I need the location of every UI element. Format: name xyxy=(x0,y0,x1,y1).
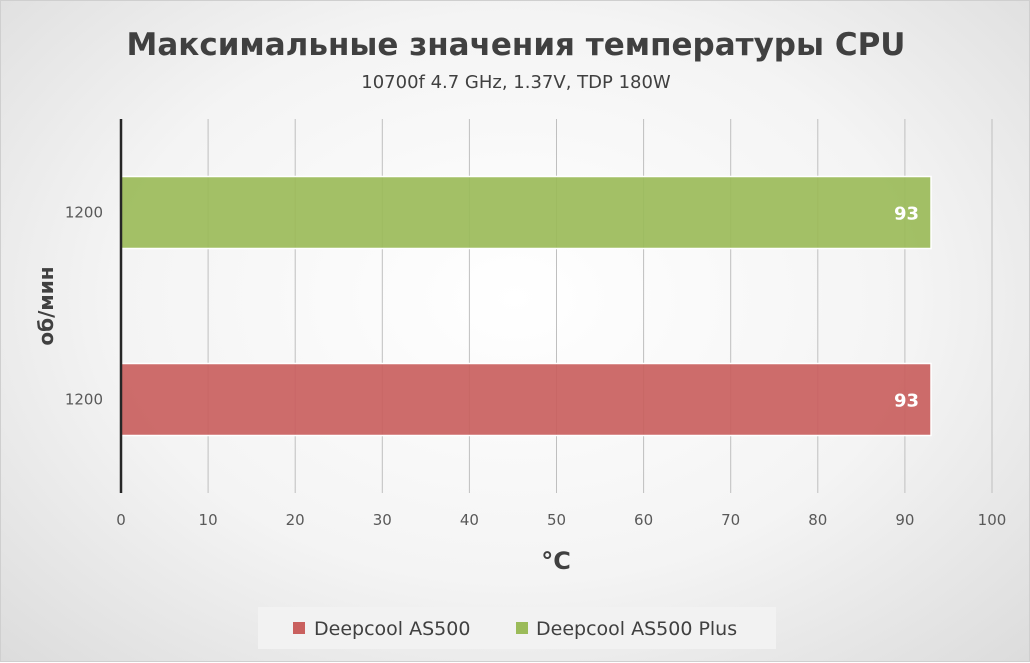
x-tick-label: 90 xyxy=(895,511,914,529)
data-label: 93 xyxy=(894,204,919,225)
x-tick-label: 70 xyxy=(721,511,740,529)
legend-label-deepcool-as500: Deepcool AS500 xyxy=(314,618,470,640)
x-tick-label: 50 xyxy=(547,511,566,529)
legend-swatch-deepcool-as500 xyxy=(293,622,305,634)
y-tick-labels: 1200 1200 xyxy=(65,204,103,409)
legend-label-deepcool-as500-plus: Deepcool AS500 Plus xyxy=(536,618,737,640)
gridlines xyxy=(207,119,993,493)
x-tick-label: 10 xyxy=(199,511,218,529)
y-axis-title: об/мин xyxy=(34,266,58,345)
legend-swatch-deepcool-as500-plus xyxy=(516,622,528,634)
bars: 93 93 xyxy=(120,175,932,437)
x-tick-label: 80 xyxy=(808,511,827,529)
bar-deepcool-as500 xyxy=(120,362,932,437)
y-tick-label: 1200 xyxy=(65,204,103,222)
bar-deepcool-as500-plus xyxy=(120,175,932,250)
x-tick-labels: 0 10 20 30 40 50 60 70 80 90 100 xyxy=(116,511,1006,529)
x-tick-label: 60 xyxy=(634,511,653,529)
chart-title: Максимальные значения температуры CPU xyxy=(127,27,906,63)
x-tick-label: 40 xyxy=(460,511,479,529)
y-tick-label: 1200 xyxy=(65,391,103,409)
legend: Deepcool AS500 Deepcool AS500 Plus xyxy=(258,607,776,649)
x-tick-label: 30 xyxy=(373,511,392,529)
x-tick-label: 20 xyxy=(286,511,305,529)
x-axis-title: °C xyxy=(541,547,571,575)
x-tick-label: 0 xyxy=(116,511,126,529)
chart-subtitle: 10700f 4.7 GHz, 1.37V, TDP 180W xyxy=(361,72,671,93)
data-label: 93 xyxy=(894,391,919,412)
x-tick-label: 100 xyxy=(978,511,1007,529)
